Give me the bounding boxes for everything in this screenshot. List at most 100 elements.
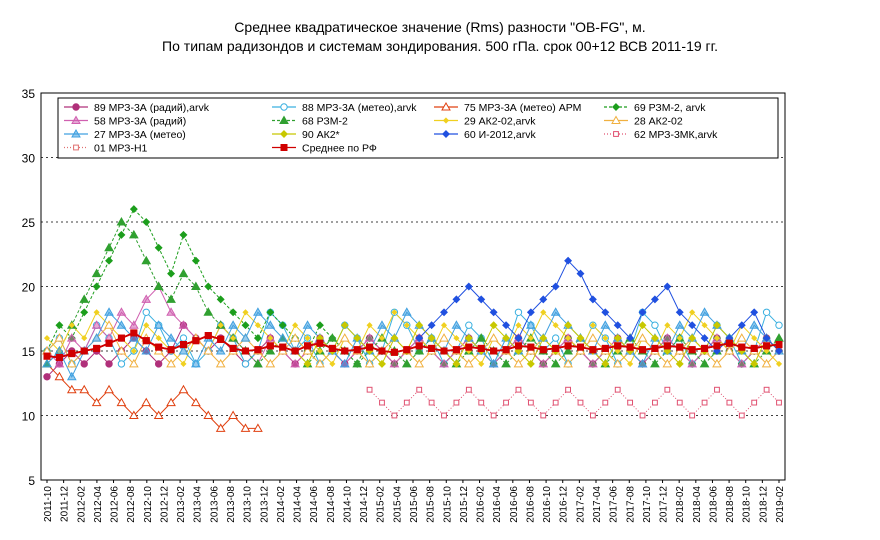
legend-label-8: 27 МРЗ-3А (метео) — [94, 129, 186, 141]
series-7-point — [116, 345, 127, 355]
x-tick-label-2017-10: 2017-10 — [642, 486, 653, 523]
series-10-point — [477, 295, 486, 304]
series-6-point — [143, 322, 150, 329]
series-0-point — [154, 360, 163, 368]
series-7-point — [761, 358, 772, 368]
average-point — [254, 346, 262, 354]
series-11-point — [428, 399, 435, 406]
series-1-point — [775, 321, 783, 329]
series-5-point — [79, 294, 90, 303]
series-8-point — [488, 358, 499, 368]
series-7-point — [662, 358, 673, 368]
series-6-point — [453, 335, 460, 342]
series-11-point — [416, 386, 423, 393]
series-7-point — [128, 358, 139, 368]
legend-label-0: 89 МРЗ-3А (радий),arvk — [94, 102, 210, 114]
average-point — [738, 343, 746, 351]
series-4-point — [389, 358, 400, 368]
series-7-point — [712, 358, 722, 368]
series-10-point — [514, 334, 523, 343]
legend-swatch-marker — [280, 144, 288, 151]
series-9-point — [576, 334, 585, 343]
average-point — [217, 335, 225, 343]
series-8-point — [91, 333, 102, 342]
series-7-point — [637, 333, 648, 342]
series-4-point — [91, 320, 102, 329]
x-tick-label-2013-06: 2013-06 — [209, 486, 220, 523]
x-tick-label-2014-10: 2014-10 — [342, 486, 353, 523]
average-point — [452, 346, 460, 354]
series-5-point — [650, 358, 660, 368]
x-tick-label-2018-02: 2018-02 — [675, 486, 686, 523]
average-point — [713, 342, 721, 350]
legend-entry-5: 68 РЗМ-2 — [272, 115, 348, 128]
series-10-point — [576, 269, 585, 278]
average-point — [552, 344, 560, 352]
average-point — [130, 329, 138, 337]
series-7-point — [54, 333, 65, 342]
series-6-point — [68, 322, 75, 329]
series-9-point — [378, 359, 386, 368]
legend-entry-4: 58 МРЗ-3А (радий) — [64, 115, 186, 128]
legend-entry-3: 69 РЗМ-2, arvk — [604, 102, 706, 114]
series-8-point — [277, 333, 288, 342]
average-point — [155, 343, 163, 351]
legend-label-3: 69 РЗМ-2, arvk — [634, 102, 706, 114]
series-5-point — [128, 229, 139, 239]
series-3-point — [117, 230, 126, 239]
series-7-point — [612, 358, 623, 368]
series-6-point — [242, 309, 249, 316]
series-7-point — [364, 358, 375, 368]
series-7-point — [488, 333, 499, 342]
series-11-point — [614, 386, 621, 393]
legend-swatch-marker — [280, 130, 288, 138]
series-11-point — [552, 399, 559, 406]
x-tick-label-2016-02: 2016-02 — [476, 486, 487, 523]
series-4-point — [166, 307, 176, 316]
series-11-point — [515, 386, 522, 393]
series-1-point — [142, 308, 150, 316]
series-9-point — [601, 359, 610, 368]
series-2-point — [91, 397, 102, 407]
legend-swatch-marker — [72, 103, 80, 111]
series-6-point — [254, 322, 261, 329]
series-6-point — [515, 322, 522, 329]
series-2-point — [203, 410, 214, 419]
series-9-point — [613, 334, 622, 343]
legend-label-7: 28 АК2-02 — [634, 116, 683, 128]
series-10-point — [539, 295, 548, 304]
x-tick-label-2016-10: 2016-10 — [542, 486, 553, 523]
average-point — [179, 341, 187, 349]
series-10-point — [427, 321, 436, 330]
average-point — [502, 346, 510, 354]
series-7-point — [66, 358, 77, 368]
series-3-point — [315, 321, 324, 330]
x-tick-label-2016-04: 2016-04 — [492, 486, 503, 523]
series-4-point — [54, 358, 65, 368]
series-11-point — [652, 399, 658, 406]
x-tick-label-2013-10: 2013-10 — [243, 486, 254, 523]
series-8-point — [377, 320, 387, 329]
average-point — [328, 344, 336, 352]
series-5-point — [352, 358, 363, 368]
series-10-point — [489, 308, 498, 317]
average-series-overlay — [43, 329, 783, 361]
series-10-point — [601, 308, 610, 317]
series-10-point — [613, 321, 622, 330]
series-5-point — [191, 281, 201, 290]
series-6-point — [43, 335, 51, 342]
series-11-point — [503, 399, 509, 406]
series-6-point — [180, 360, 187, 367]
series-9-point — [638, 321, 647, 330]
average-point — [43, 352, 51, 360]
x-tick-label-2018-10: 2018-10 — [742, 486, 753, 523]
average-point — [440, 347, 448, 355]
average-point — [651, 344, 659, 352]
series-1-point — [762, 308, 771, 316]
series-9-point — [675, 359, 684, 368]
x-tick-label-2017-08: 2017-08 — [625, 486, 636, 523]
series-11-point — [540, 412, 547, 419]
series-8-point — [699, 307, 710, 316]
series-1-point — [514, 308, 523, 316]
series-11-point — [403, 399, 410, 406]
